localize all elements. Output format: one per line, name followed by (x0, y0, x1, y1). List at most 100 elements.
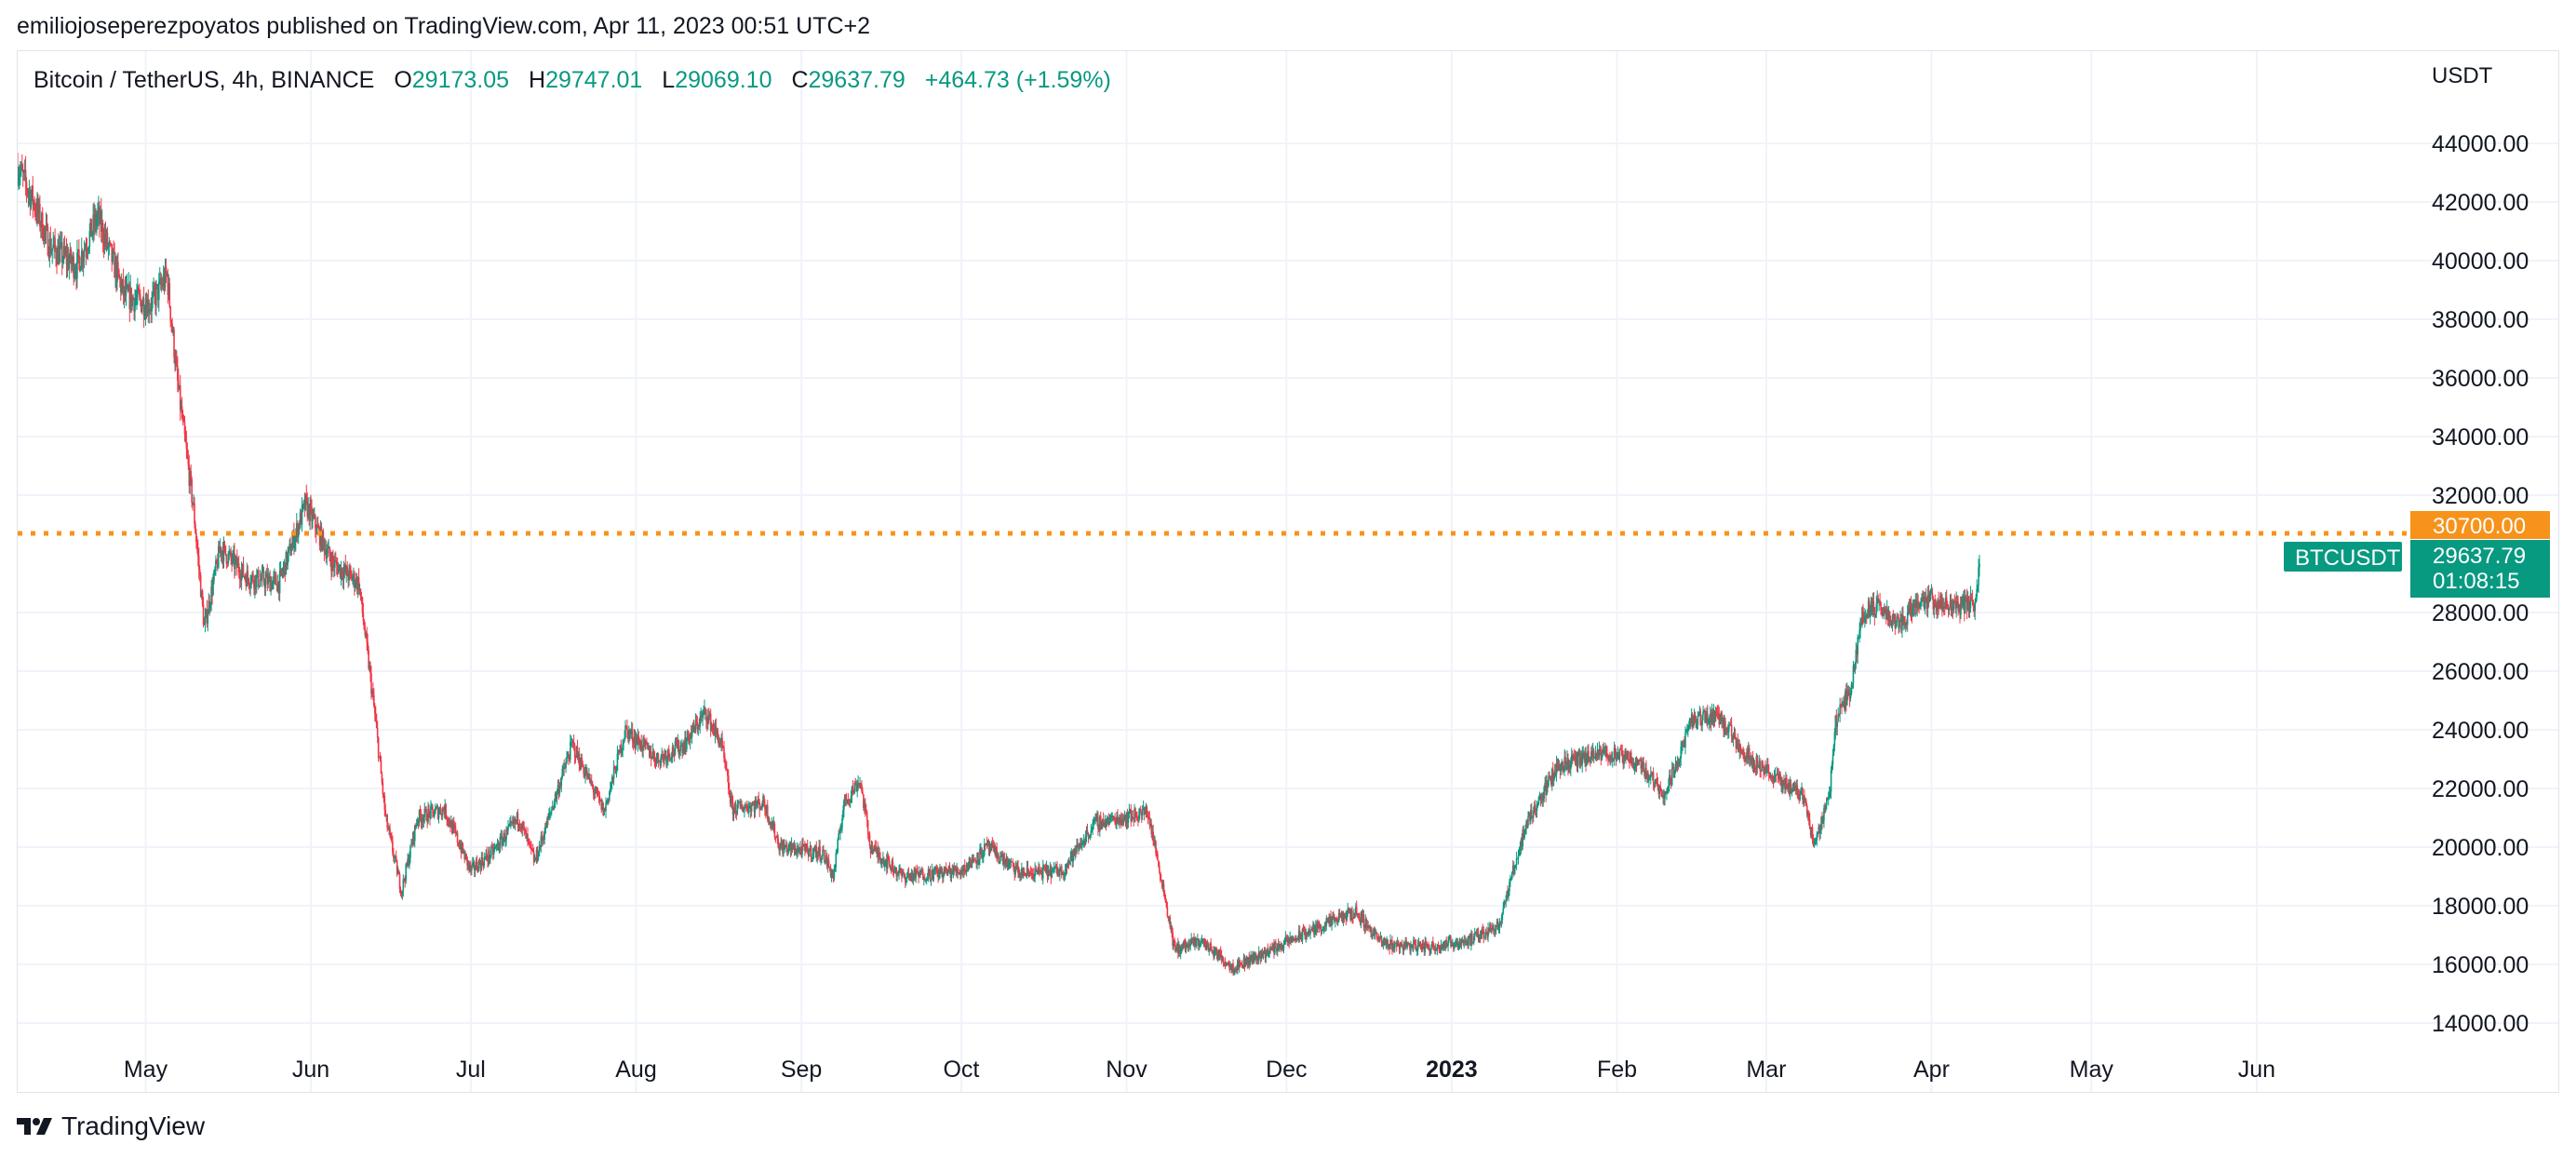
candle (503, 828, 505, 842)
candle (217, 540, 220, 570)
candle (1413, 936, 1415, 952)
candle (1008, 858, 1011, 869)
candle (491, 841, 493, 849)
candle (1414, 936, 1415, 945)
candle (1733, 726, 1736, 739)
candle (954, 865, 957, 871)
legend-low-label: L (662, 67, 676, 93)
candle (1237, 956, 1240, 971)
candle (92, 203, 94, 243)
candle (1750, 752, 1752, 766)
candle (703, 705, 704, 716)
candle (1842, 701, 1844, 707)
candle (1766, 758, 1768, 776)
candle (324, 538, 327, 556)
symbol-price-tag[interactable]: BTCUSDT (2284, 542, 2402, 572)
candle (628, 725, 630, 745)
candle (1313, 922, 1315, 938)
candle (1137, 816, 1139, 827)
candle (256, 568, 258, 594)
tradingview-logo[interactable]: TradingView (17, 1111, 205, 1141)
last-price-tag[interactable]: 29637.79 01:08:15 (2410, 540, 2550, 598)
candle (1593, 756, 1596, 760)
candle (656, 751, 659, 764)
candle (1018, 867, 1020, 879)
candle (1233, 968, 1235, 976)
candle (577, 750, 580, 763)
candle (1425, 937, 1428, 949)
candle (245, 573, 248, 591)
candle (939, 863, 941, 880)
candle (1091, 826, 1093, 833)
candle (504, 836, 506, 848)
candle (166, 271, 168, 277)
candle (30, 189, 33, 210)
candle (903, 868, 905, 875)
candle (1049, 861, 1052, 877)
candle (1156, 848, 1158, 859)
candle (295, 513, 298, 543)
candle (1570, 747, 1573, 768)
candle (284, 561, 287, 583)
candle (371, 688, 373, 698)
candle (780, 836, 782, 849)
candle (1155, 840, 1157, 857)
candle (745, 801, 746, 809)
candle (308, 503, 310, 526)
candle (926, 872, 929, 882)
candle (786, 848, 789, 856)
candle (88, 222, 91, 254)
candle (1229, 962, 1231, 971)
candle (1422, 939, 1425, 949)
candle (1377, 933, 1380, 942)
chart-frame[interactable]: 14000.00 16000.00 18000.00 20000.00 22000.00… (17, 50, 2559, 1093)
candle (192, 502, 194, 511)
candle (865, 809, 868, 828)
level-price-tag[interactable]: 30700.00 (2410, 511, 2550, 539)
candle (1845, 688, 1846, 715)
candle (946, 868, 949, 877)
candle (533, 854, 536, 863)
price-chart[interactable]: 14000.0016000.0018000.0020000.0022000.00… (18, 51, 2558, 1092)
candle (1805, 797, 1806, 803)
candle (1885, 605, 1887, 625)
candle (152, 281, 154, 309)
candle (637, 728, 639, 752)
candle (602, 801, 604, 817)
candle (1435, 947, 1438, 951)
candle (1732, 732, 1735, 747)
candle (1963, 590, 1965, 611)
candle (288, 539, 290, 551)
candle (1225, 961, 1228, 967)
candle (1015, 862, 1017, 870)
candle (699, 710, 702, 734)
candle (494, 844, 497, 850)
candle (1823, 804, 1825, 828)
candle (1340, 910, 1343, 922)
candle (1781, 776, 1783, 795)
candle (302, 499, 305, 510)
candle (511, 820, 513, 827)
candle (1707, 704, 1709, 729)
y-tick-label: 22000.00 (2432, 776, 2529, 802)
candle (1227, 961, 1229, 966)
candle (500, 829, 503, 840)
candle (704, 707, 706, 715)
candle (662, 750, 664, 763)
candle (798, 842, 799, 854)
candle (737, 800, 740, 809)
candle (97, 202, 99, 230)
candle (1203, 937, 1206, 948)
candle (1924, 591, 1926, 615)
candle (1228, 960, 1230, 967)
candle (1956, 595, 1958, 608)
candle (1819, 824, 1821, 840)
candle (108, 236, 111, 256)
candle (363, 618, 366, 631)
candle (1513, 865, 1516, 875)
candle (994, 842, 996, 857)
candle (1756, 754, 1759, 774)
candle (315, 524, 317, 544)
candle (1716, 705, 1719, 720)
candle (1215, 946, 1217, 955)
